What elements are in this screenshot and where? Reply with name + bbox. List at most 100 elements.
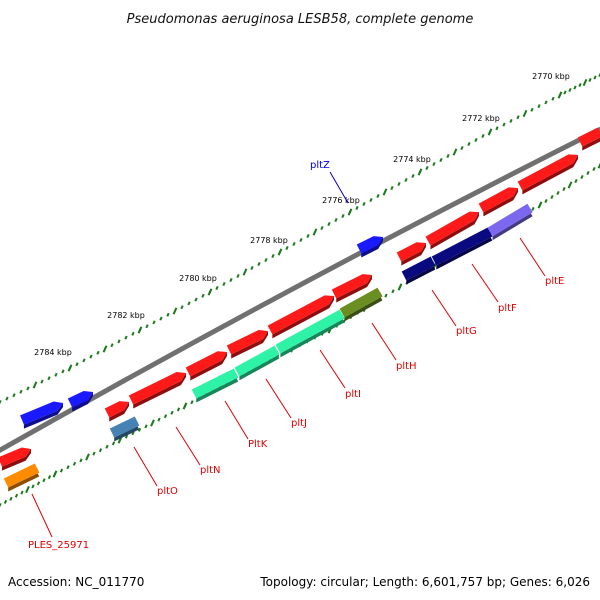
gene-label-leader xyxy=(133,446,158,487)
inner-tick-mark xyxy=(562,186,566,192)
gene-arrow-side xyxy=(272,296,334,339)
outer-tick-mark xyxy=(75,362,79,367)
inner-tick-mark xyxy=(531,206,535,211)
inner-tick-mark xyxy=(176,407,181,412)
outer-tick-mark xyxy=(124,335,128,340)
gene-arrow-side xyxy=(430,212,479,250)
outer-tick-mark xyxy=(159,316,163,321)
outer-tick-mark xyxy=(54,372,58,377)
outer-tick-mark xyxy=(582,78,588,87)
outer-tick-mark xyxy=(588,77,592,83)
gene-arrow xyxy=(185,351,227,381)
gene-arrow xyxy=(104,401,129,422)
outer-tick-mark xyxy=(89,354,93,359)
gene-label-leader xyxy=(471,263,499,303)
gene-arrow xyxy=(3,463,40,492)
outer-tick-mark xyxy=(341,213,345,219)
accession-text: Accession: NC_011770 xyxy=(8,575,144,589)
outer-tick-mark xyxy=(397,181,401,187)
map-title: Pseudomonas aeruginosa LESB58, complete … xyxy=(127,12,474,27)
outer-tick-mark xyxy=(82,358,86,363)
outer-tick-mark xyxy=(425,165,429,171)
outer-tick-mark xyxy=(102,345,108,353)
outer-tick-mark xyxy=(194,297,198,302)
inner-tick-mark xyxy=(580,174,584,180)
axis-tick-label: 2780 kbp xyxy=(179,274,217,283)
inner-tick-mark xyxy=(586,170,590,176)
outer-tick-mark xyxy=(67,364,73,372)
outer-tick-mark xyxy=(452,148,458,156)
inner-tick-mark xyxy=(144,424,148,429)
gene-arrow-side xyxy=(72,392,93,412)
inner-tick-mark xyxy=(36,481,41,486)
outer-tick-mark xyxy=(187,301,191,306)
gene-arrow-face xyxy=(128,372,186,405)
gene-arrow-side xyxy=(133,373,186,409)
axis-tick-label: 2782 kbp xyxy=(107,311,145,320)
gene-label-leader xyxy=(224,400,249,440)
outer-tick-mark xyxy=(467,141,471,147)
gene-label-leader xyxy=(319,349,346,389)
outer-tick-mark xyxy=(96,350,100,355)
outer-tick-mark xyxy=(12,393,16,398)
outer-tick-mark xyxy=(299,237,303,243)
gene-arrow-side xyxy=(1,449,31,471)
gene-arrow-side xyxy=(522,155,578,195)
gene-arrow-side xyxy=(361,237,383,258)
inner-tick-mark xyxy=(592,166,596,172)
inner-tick-mark xyxy=(59,468,64,473)
gene-arrow xyxy=(0,447,31,471)
outer-tick-mark xyxy=(432,161,436,167)
outer-tick-mark xyxy=(487,128,493,136)
outer-tick-mark xyxy=(417,168,423,176)
outer-tick-mark xyxy=(544,100,548,105)
outer-tick-mark xyxy=(516,115,520,120)
gene-arrow-side xyxy=(114,421,140,442)
outer-tick-mark xyxy=(362,201,366,207)
inner-tick-mark xyxy=(544,198,548,204)
gene-arrow xyxy=(20,401,64,429)
gene-arrow-side xyxy=(492,208,533,241)
outer-tick-mark xyxy=(40,379,44,384)
axis-tick-label: 2784 kbp xyxy=(34,348,72,357)
inner-tick-mark xyxy=(157,417,161,422)
axis-tick-label: 2770 kbp xyxy=(532,72,570,81)
gene-arrow xyxy=(356,236,383,258)
gene-arrow-face xyxy=(0,447,31,467)
gene-label: pltJ xyxy=(291,418,307,429)
gene-label-leader xyxy=(175,426,201,466)
gene-arrow-face xyxy=(3,463,40,488)
outer-tick-mark xyxy=(439,157,443,163)
inner-tick-mark xyxy=(556,190,560,196)
outer-tick-mark xyxy=(5,396,9,401)
gene-arrow xyxy=(425,211,479,250)
gene-arrow-side xyxy=(196,373,239,403)
gene-arrow-face xyxy=(267,295,334,335)
inner-tick-mark xyxy=(105,444,109,449)
outer-tick-mark xyxy=(404,177,408,183)
gene-arrow xyxy=(401,256,436,285)
gene-arrow-side xyxy=(344,292,383,322)
gene-features xyxy=(0,127,600,492)
inner-tick-mark xyxy=(190,400,194,405)
inner-tick-mark xyxy=(170,410,174,415)
gene-arrow xyxy=(128,372,186,409)
gene-arrow-side xyxy=(8,468,40,492)
inner-tick-mark xyxy=(163,414,168,419)
inner-tick-mark xyxy=(3,499,8,504)
outer-tick-mark xyxy=(137,326,143,334)
gene-arrow-face xyxy=(234,345,280,377)
gene-arrow xyxy=(234,345,280,381)
outer-tick-mark xyxy=(207,288,213,296)
gene-arrow-face xyxy=(487,203,533,237)
outer-tick-mark xyxy=(334,217,338,223)
gene-arrow-face xyxy=(425,211,479,246)
outer-tick-mark xyxy=(236,273,240,279)
outer-tick-mark xyxy=(166,312,170,317)
inner-tick-mark xyxy=(0,503,2,508)
outer-tick-mark xyxy=(390,185,394,191)
gene-arrow-face xyxy=(401,256,436,281)
gene-arrow xyxy=(517,154,578,195)
gene-label: pltF xyxy=(498,303,517,314)
inner-tick-mark xyxy=(397,283,403,291)
